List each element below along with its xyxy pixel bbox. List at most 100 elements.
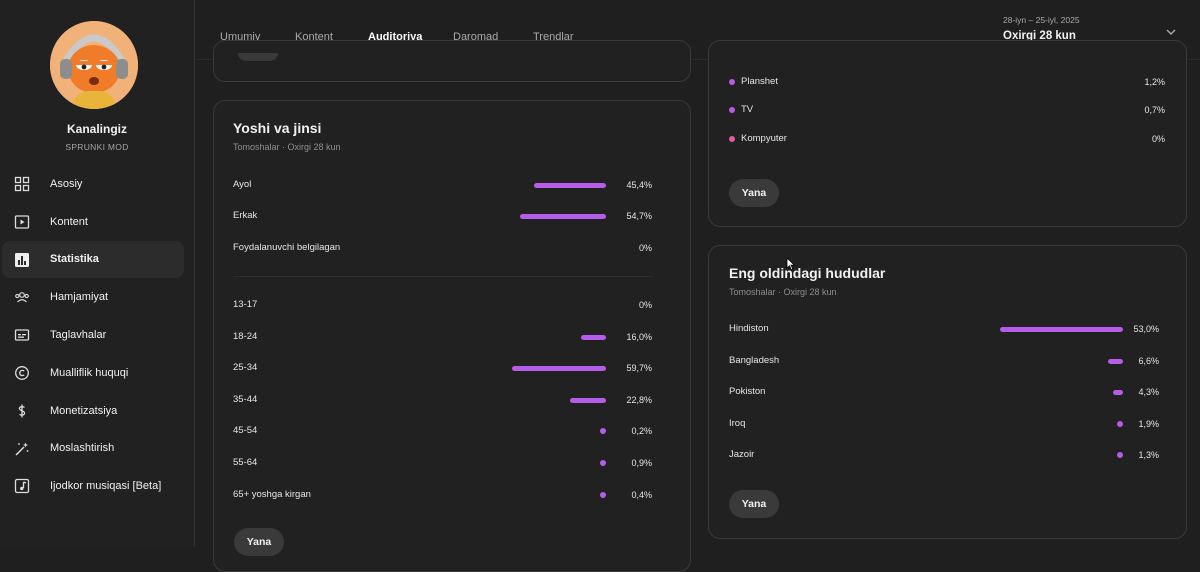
- row-label: 45-54: [233, 425, 258, 437]
- legend-dot: [729, 135, 735, 142]
- row-label: Iroq: [729, 417, 746, 429]
- row-label: Foydalanuvchi belgilagan: [233, 241, 341, 253]
- row-value: 1,9%: [1138, 418, 1159, 429]
- row-value: 0,2%: [631, 426, 652, 437]
- row-label: 18-24: [233, 330, 258, 342]
- mouse-cursor-icon: [786, 257, 796, 276]
- row-label: Planshet: [741, 76, 778, 87]
- row-value: 0%: [1151, 133, 1165, 144]
- analytics-icon: [14, 252, 30, 268]
- percentage-bar: [600, 491, 606, 498]
- legend-dot: [729, 107, 735, 114]
- sidebar-item-monetizatsiya[interactable]: Monetizatsiya: [2, 392, 184, 430]
- more-button[interactable]: Yana: [729, 490, 779, 518]
- percentage-bar: [1107, 358, 1123, 364]
- sidebar-item-taglavhalar[interactable]: Taglavhalar: [2, 316, 184, 354]
- row-value: 59,7%: [626, 363, 652, 374]
- row-label: Ayol: [233, 179, 252, 190]
- sidebar-nav: Asosiy Kontent Statistika Hamjamiyat Tag…: [0, 165, 194, 505]
- row-value: 53,0%: [1133, 324, 1159, 334]
- row-value: 0,7%: [1144, 105, 1165, 116]
- content-icon: [14, 214, 30, 230]
- sidebar-item-asosiy[interactable]: Asosiy: [2, 165, 184, 203]
- sidebar-item-label: Hamjamiyat: [50, 291, 109, 304]
- row-label: Jazoir: [729, 449, 755, 461]
- divider: [233, 276, 653, 277]
- sidebar-item-ijodkor-musiqasi[interactable]: Ijodkor musiqasi [Beta]: [2, 467, 184, 505]
- row-label: 55-64: [233, 457, 258, 468]
- more-button[interactable]: Yana: [234, 528, 284, 556]
- card-subtitle: Tomoshalar · Oxirgi 28 kun: [233, 142, 341, 152]
- row-value: 22,8%: [626, 394, 652, 405]
- percentage-bar: [1117, 420, 1123, 427]
- row-value: 6,6%: [1138, 355, 1159, 366]
- sidebar-item-kontent[interactable]: Kontent: [2, 203, 184, 241]
- row-value: 45,4%: [626, 180, 652, 190]
- percentage-bar: [1117, 452, 1123, 459]
- sidebar-item-label: Monetizatsiya: [50, 404, 118, 417]
- sidebar-item-statistika[interactable]: Statistika: [2, 240, 184, 279]
- sidebar: Kanalingiz SPRUNKI MOD Asosiy Kontent St…: [0, 0, 195, 547]
- percentage-bar: [1113, 390, 1123, 396]
- row-value: 1,2%: [1144, 77, 1165, 87]
- sidebar-item-label: Kontent: [50, 215, 88, 228]
- subtitles-icon: [14, 327, 30, 343]
- row-label: 13-17: [233, 299, 258, 310]
- percentage-bar: [580, 334, 606, 340]
- magic-wand-icon: [14, 441, 30, 457]
- legend-dot: [729, 79, 735, 85]
- row-value: 54,7%: [626, 211, 652, 222]
- row-label: Hindiston: [729, 323, 769, 334]
- copyright-icon: [14, 365, 30, 381]
- row-label: 25-34: [233, 362, 258, 374]
- row-label: 65+ yoshga kirgan: [233, 488, 311, 500]
- music-icon: [14, 478, 30, 494]
- more-button[interactable]: Yana: [729, 179, 779, 207]
- percentage-bar: [511, 366, 606, 372]
- row-value: 0,9%: [631, 458, 652, 468]
- dashboard-icon: [14, 176, 30, 192]
- row-value: 0%: [638, 300, 652, 310]
- row-value: 4,3%: [1138, 387, 1159, 398]
- header-divider: [195, 59, 1200, 60]
- row-label: Erkak: [233, 210, 258, 222]
- percentage-bar: [519, 214, 606, 220]
- channel-avatar[interactable]: [50, 21, 138, 109]
- percentage-bar: [600, 460, 606, 466]
- device-type-card: Planshet 1,2% TV 0,7% Kompyuter 0% Yana: [708, 40, 1187, 227]
- row-label: Kompyuter: [741, 132, 787, 144]
- row-value: 16,0%: [626, 331, 652, 342]
- avatar-illustration: [50, 21, 138, 109]
- card-title: Yoshi va jinsi: [233, 120, 322, 136]
- sidebar-item-label: Moslashtirish: [50, 442, 115, 455]
- channel-name: Kanalingiz: [66, 122, 127, 136]
- card-title: Eng oldindagi hududlar: [729, 265, 886, 281]
- date-range[interactable]: 28-iyn – 25-iyl, 2025: [1003, 15, 1080, 25]
- sidebar-item-label: Mualliflik huquqi: [50, 366, 129, 379]
- chevron-down-icon[interactable]: [1163, 24, 1179, 40]
- previous-card: [213, 40, 691, 82]
- percentage-bar: [600, 428, 606, 435]
- percentage-bar: [1000, 327, 1123, 332]
- card-subtitle: Tomoshalar · Oxirgi 28 kun: [729, 287, 837, 297]
- row-label: TV: [741, 104, 754, 116]
- previous-card-button[interactable]: [238, 53, 278, 61]
- age-gender-card: Yoshi va jinsi Tomoshalar · Oxirgi 28 ku…: [213, 100, 691, 572]
- sidebar-item-mualliflik-huquqi[interactable]: Mualliflik huquqi: [2, 354, 184, 392]
- row-label: 35-44: [233, 393, 258, 405]
- sidebar-item-moslashtirish[interactable]: Moslashtirish: [2, 430, 184, 468]
- dollar-icon: [14, 403, 30, 419]
- channel-subtitle: SPRUNKI MOD: [65, 142, 129, 152]
- percentage-bar: [569, 397, 606, 403]
- row-label: Pokiston: [729, 386, 766, 398]
- sidebar-item-hamjamiyat[interactable]: Hamjamiyat: [2, 278, 184, 316]
- sidebar-item-label: Taglavhalar: [50, 329, 107, 342]
- percentage-bar: [534, 183, 606, 188]
- row-value: 1,3%: [1138, 450, 1159, 461]
- community-icon: [14, 289, 30, 305]
- period-selector[interactable]: Oxirgi 28 kun: [1003, 30, 1076, 42]
- sidebar-item-label: Ijodkor musiqasi [Beta]: [50, 480, 162, 493]
- top-regions-card: Eng oldindagi hududlar Tomoshalar · Oxir…: [708, 245, 1187, 539]
- sidebar-item-label: Statistika: [50, 253, 99, 266]
- row-value: 0,4%: [631, 489, 652, 500]
